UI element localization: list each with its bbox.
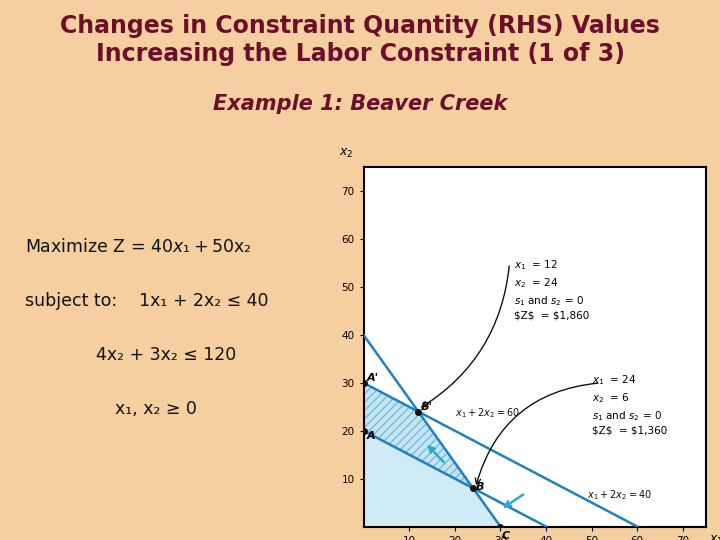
Text: 4x₂ + 3x₂ ≤ 120: 4x₂ + 3x₂ ≤ 120: [96, 346, 237, 363]
Text: Maximize Z = $40x₁ + $50x₂: Maximize Z = $40x₁ + $50x₂: [25, 238, 252, 255]
Text: $x_1$  = 24
$x_2$  = 6
$s_1$ and $s_2$ = 0
$Z$  = $1,360: $x_1$ = 24 $x_2$ = 6 $s_1$ and $s_2$ = 0…: [592, 373, 667, 436]
Text: x₁, x₂ ≥ 0: x₁, x₂ ≥ 0: [114, 400, 197, 417]
Text: $x_1$: $x_1$: [708, 534, 720, 540]
Polygon shape: [364, 431, 500, 526]
Text: B: B: [476, 482, 485, 491]
Text: B': B': [421, 402, 433, 411]
Polygon shape: [364, 383, 473, 488]
Text: $x_1 + 2x_2 = 60$: $x_1 + 2x_2 = 60$: [455, 407, 520, 420]
Text: $x_2$: $x_2$: [339, 146, 354, 160]
Text: Changes in Constraint Quantity (RHS) Values
Increasing the Labor Constraint (1 o: Changes in Constraint Quantity (RHS) Val…: [60, 14, 660, 66]
Text: subject to:    1x₁ + 2x₂ ≤ 40: subject to: 1x₁ + 2x₂ ≤ 40: [25, 292, 269, 309]
Text: C: C: [502, 531, 510, 540]
Text: $x_1$  = 12
$x_2$  = 24
$s_1$ and $s_2$ = 0
$Z$  = $1,860: $x_1$ = 12 $x_2$ = 24 $s_1$ and $s_2$ = …: [514, 258, 590, 321]
Text: Example 1: Beaver Creek: Example 1: Beaver Creek: [213, 94, 507, 114]
Text: A: A: [366, 431, 375, 441]
Text: A': A': [366, 373, 379, 383]
Text: $x_1 + 2x_2 = 40$: $x_1 + 2x_2 = 40$: [587, 488, 652, 502]
